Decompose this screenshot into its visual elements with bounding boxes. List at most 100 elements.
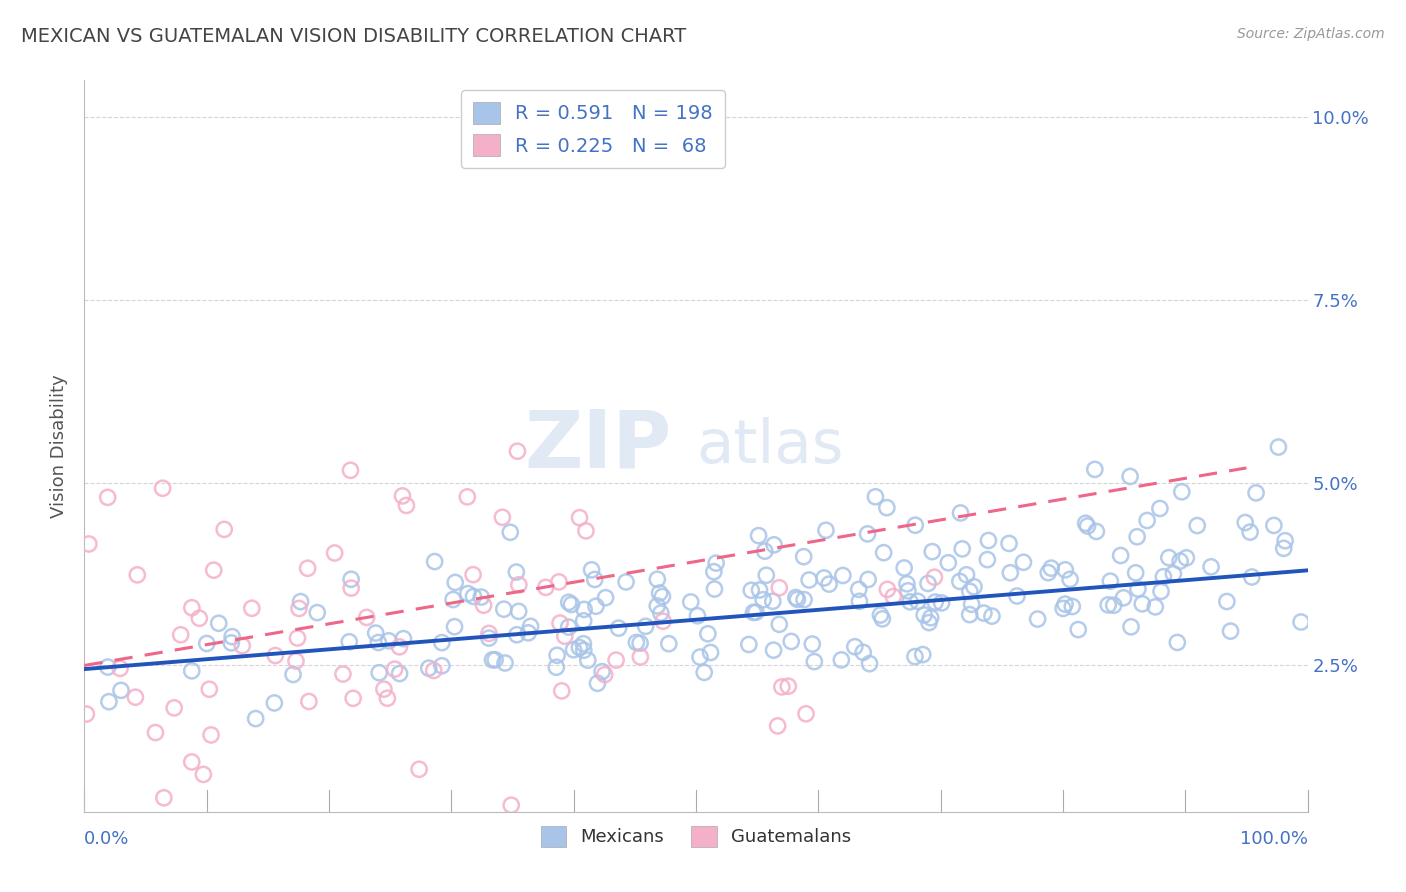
Point (423, 664, 446, 678)
Point (572, 643, 595, 657)
Text: atlas: atlas (696, 417, 844, 475)
Point (949, 574, 972, 589)
Point (918, 615, 941, 630)
Point (1005, 589, 1028, 603)
Point (778, 679, 800, 693)
Point (614, 574, 637, 589)
Point (1126, 530, 1149, 544)
Point (1187, 518, 1209, 533)
Point (534, 580, 557, 594)
Point (803, 655, 825, 669)
Point (1267, 440, 1289, 454)
Point (872, 612, 894, 626)
Point (97, 491, 120, 505)
Point (572, 602, 595, 616)
Point (180, 600, 202, 615)
Point (408, 762, 430, 776)
Point (785, 591, 807, 605)
Point (152, 481, 174, 495)
Point (852, 645, 875, 659)
Point (548, 574, 571, 589)
Point (696, 627, 718, 641)
Point (1085, 524, 1108, 539)
Point (430, 635, 453, 649)
Point (762, 643, 785, 657)
Point (586, 676, 609, 690)
Point (337, 634, 360, 648)
Point (1126, 582, 1149, 596)
Point (576, 653, 599, 667)
Point (786, 592, 808, 607)
Point (377, 691, 399, 706)
Point (658, 637, 681, 651)
Point (1289, 615, 1312, 629)
Point (492, 602, 515, 616)
Point (208, 616, 231, 631)
Point (1157, 550, 1180, 565)
Text: Source: ZipAtlas.com: Source: ZipAtlas.com (1237, 27, 1385, 41)
Point (628, 636, 651, 650)
Point (193, 767, 215, 781)
Point (323, 546, 346, 560)
Point (766, 719, 789, 733)
Point (872, 546, 894, 560)
Point (973, 606, 995, 620)
Point (298, 694, 321, 708)
Point (368, 665, 391, 680)
Point (793, 549, 815, 564)
Point (1136, 514, 1159, 528)
Point (917, 576, 939, 591)
Point (648, 586, 671, 600)
Point (517, 625, 540, 640)
Point (689, 650, 711, 665)
Point (960, 597, 983, 611)
Point (307, 606, 329, 620)
Point (1125, 566, 1147, 580)
Point (896, 577, 918, 591)
Point (75, 707, 97, 722)
Point (285, 654, 308, 668)
Text: 100.0%: 100.0% (1240, 830, 1308, 848)
Point (794, 706, 817, 721)
Point (548, 615, 571, 630)
Point (1119, 620, 1142, 634)
Point (202, 563, 225, 577)
Point (581, 563, 603, 577)
Point (554, 629, 576, 643)
Point (1059, 572, 1081, 586)
Point (607, 621, 630, 635)
Point (572, 637, 595, 651)
Point (1150, 584, 1173, 599)
Point (920, 610, 942, 624)
Point (1168, 554, 1191, 568)
Point (1171, 484, 1194, 499)
Point (441, 592, 464, 607)
Point (955, 567, 977, 582)
Point (869, 607, 891, 622)
Point (704, 556, 727, 570)
Point (200, 728, 222, 742)
Point (340, 581, 363, 595)
Point (287, 631, 309, 645)
Point (634, 619, 657, 633)
Point (768, 617, 790, 632)
Point (478, 631, 501, 645)
Point (1130, 597, 1153, 611)
Point (339, 463, 361, 477)
Point (904, 518, 927, 533)
Point (762, 594, 785, 608)
Point (748, 528, 770, 542)
Text: MEXICAN VS GUATEMALAN VISION DISABILITY CORRELATION CHART: MEXICAN VS GUATEMALAN VISION DISABILITY … (21, 27, 686, 45)
Point (388, 640, 411, 654)
Point (281, 667, 304, 681)
Point (876, 582, 898, 597)
Point (977, 533, 1000, 548)
Point (1219, 624, 1241, 639)
Point (373, 682, 395, 697)
Point (546, 648, 568, 663)
Point (858, 657, 880, 671)
Point (356, 610, 378, 624)
Point (562, 642, 585, 657)
Point (755, 568, 778, 582)
Point (198, 682, 221, 697)
